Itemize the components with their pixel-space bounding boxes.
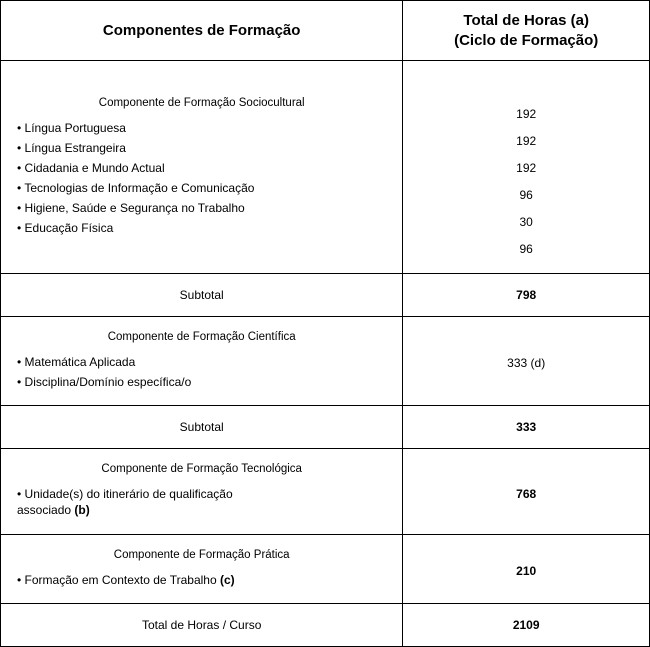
hours-tecnologica: 768 bbox=[516, 487, 536, 501]
section-sociocultural-title: Componente de Formação Sociocultural bbox=[15, 97, 388, 109]
item-itinerario-line1: • Unidade(s) do itinerário de qualificaç… bbox=[17, 487, 233, 501]
subtotal2-value: 333 bbox=[403, 406, 650, 449]
item-itinerario-line2: associado bbox=[17, 503, 74, 517]
hours-tic: 96 bbox=[409, 188, 643, 203]
section-sociocultural: Componente de Formação Sociocultural • L… bbox=[1, 61, 403, 274]
subtotal2-label: Subtotal bbox=[1, 406, 403, 449]
item-contexto-trabalho: • Formação em Contexto de Trabalho (c) bbox=[15, 573, 388, 587]
header-hours: Total de Horas (a) (Ciclo de Formação) bbox=[403, 1, 650, 61]
total-value: 2109 bbox=[403, 604, 650, 647]
section-tecnologica-title: Componente de Formação Tecnológica bbox=[15, 463, 388, 475]
item-disciplina: • Disciplina/Domínio específica/o bbox=[15, 375, 388, 389]
subtotal1-value: 798 bbox=[403, 274, 650, 317]
hours-lingua-portuguesa: 192 bbox=[409, 107, 643, 122]
section-sociocultural-hours: 192 192 192 96 30 96 bbox=[403, 61, 650, 274]
section-pratica-title: Componente de Formação Prática bbox=[15, 549, 388, 561]
hours-cidadania: 192 bbox=[409, 161, 643, 176]
hours-higiene: 30 bbox=[409, 215, 643, 230]
item-matematica: • Matemática Aplicada bbox=[15, 355, 388, 369]
hours-cientifica-combined: 333 (d) bbox=[507, 356, 545, 370]
hours-educacao-fisica: 96 bbox=[409, 242, 643, 257]
curriculum-table: Componentes de Formação Total de Horas (… bbox=[0, 0, 650, 647]
item-itinerario: • Unidade(s) do itinerário de qualificaç… bbox=[15, 487, 388, 518]
item-higiene: • Higiene, Saúde e Segurança no Trabalho bbox=[15, 201, 388, 215]
header-hours-line1: Total de Horas (a) bbox=[463, 12, 589, 29]
item-lingua-estrangeira: • Língua Estrangeira bbox=[15, 141, 388, 155]
total-label: Total de Horas / Curso bbox=[1, 604, 403, 647]
section-cientifica-title: Componente de Formação Científica bbox=[15, 331, 388, 343]
section-cientifica-hours: 333 (d) bbox=[403, 317, 650, 406]
subtotal1-label: Subtotal bbox=[1, 274, 403, 317]
item-contexto-bold: (c) bbox=[220, 573, 235, 587]
item-contexto-label: • Formação em Contexto de Trabalho bbox=[17, 573, 220, 587]
hours-lingua-estrangeira: 192 bbox=[409, 134, 643, 149]
header-components: Componentes de Formação bbox=[1, 1, 403, 61]
section-pratica-hours: 210 bbox=[403, 535, 650, 604]
section-cientifica: Componente de Formação Científica • Mate… bbox=[1, 317, 403, 406]
section-tecnologica-hours: 768 bbox=[403, 449, 650, 535]
hours-pratica: 210 bbox=[516, 564, 536, 578]
section-tecnologica: Componente de Formação Tecnológica • Uni… bbox=[1, 449, 403, 535]
item-cidadania: • Cidadania e Mundo Actual bbox=[15, 161, 388, 175]
header-hours-line2: (Ciclo de Formação) bbox=[454, 32, 598, 49]
item-itinerario-bold: (b) bbox=[74, 503, 89, 517]
item-lingua-portuguesa: • Língua Portuguesa bbox=[15, 121, 388, 135]
section-pratica: Componente de Formação Prática • Formaçã… bbox=[1, 535, 403, 604]
item-educacao-fisica: • Educação Física bbox=[15, 221, 388, 235]
item-tic: • Tecnologias de Informação e Comunicaçã… bbox=[15, 181, 388, 195]
